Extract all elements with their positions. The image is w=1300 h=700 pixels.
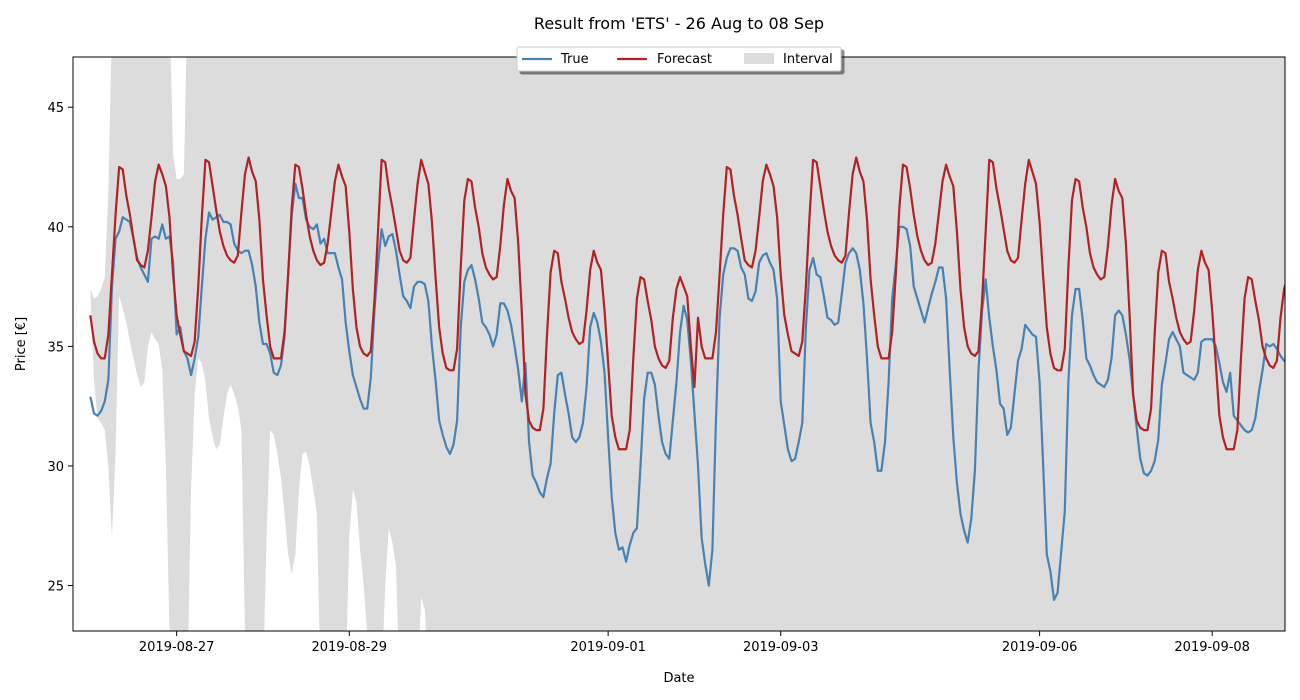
legend-label-interval: Interval	[783, 52, 833, 67]
legend-label-true: True	[560, 52, 589, 67]
x-tick-label: 2019-09-08	[1174, 640, 1250, 655]
plot-area	[89, 57, 1285, 631]
y-tick-label: 30	[47, 460, 64, 475]
x-axis-label: Date	[663, 671, 694, 686]
true-series-line	[89, 182, 1285, 602]
legend-label-forecast: Forecast	[657, 52, 712, 67]
y-tick-label: 45	[47, 101, 64, 116]
legend-swatch-interval	[744, 53, 774, 64]
y-axis: 25 30 35 40 45	[47, 101, 73, 595]
x-tick-label: 2019-09-06	[1002, 640, 1078, 655]
x-axis: 2019-08-27 2019-08-29 2019-09-01 2019-09-03…	[139, 631, 1250, 655]
y-tick-label: 35	[47, 340, 64, 355]
y-tick-label: 25	[47, 580, 64, 595]
x-tick-label: 2019-08-27	[139, 640, 215, 655]
legend: True Forecast Interval	[516, 46, 842, 72]
y-axis-label: Price [€]	[14, 317, 29, 371]
x-tick-label: 2019-09-03	[743, 640, 819, 655]
y-tick-label: 40	[47, 221, 64, 236]
forecast-series-line	[89, 156, 1285, 451]
x-tick-label: 2019-09-01	[570, 640, 646, 655]
x-tick-label: 2019-08-29	[311, 640, 387, 655]
chart-title: Result from 'ETS' - 26 Aug to 08 Sep	[534, 14, 824, 33]
interval-band	[90, 57, 1285, 631]
